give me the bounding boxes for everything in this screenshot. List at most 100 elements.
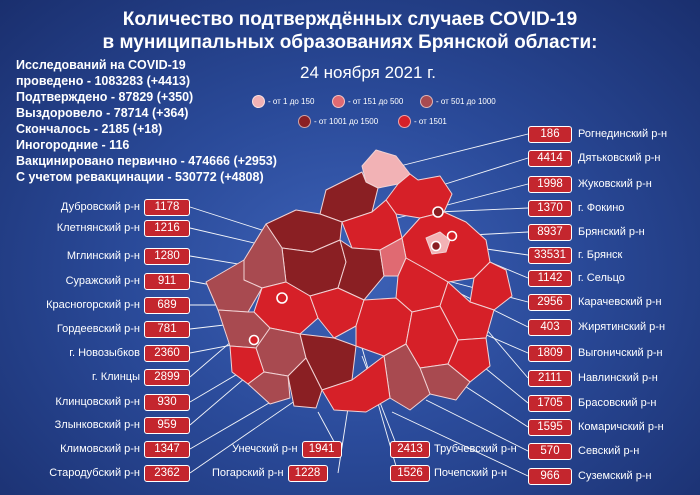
district-value: 1809 — [528, 344, 572, 362]
district-name: Рогнединский р-н — [578, 128, 668, 140]
district-value: 689 — [144, 296, 190, 314]
stat-line: Исследований на COVID-19 — [16, 58, 186, 72]
district-value: 1705 — [528, 394, 572, 412]
legend-swatch — [420, 95, 433, 108]
stat-line: Скончалось - 2185 (+18) — [16, 122, 163, 136]
stat-line: Выздоровело - 78714 (+364) — [16, 106, 189, 120]
district-row: 1595 Комаричский р-н — [528, 418, 664, 436]
district-name: Жуковский р-н — [578, 178, 652, 190]
district-row: Стародубский р-н 2362 — [16, 464, 190, 482]
district-name: Гордеевский р-н — [56, 323, 140, 335]
district-value: 1595 — [528, 418, 572, 436]
district-name: Жирятинский р-н — [578, 321, 666, 333]
district-row: Мглинский р-н 1280 — [16, 247, 190, 265]
district-row: Клетнянский р-н 1216 — [16, 219, 190, 237]
district-value: 33531 — [528, 246, 572, 264]
district-row: 8937 Брянский р-н — [528, 223, 645, 241]
district-row: г. Новозыбков 2360 — [16, 344, 190, 362]
district-name: Погарский р-н — [212, 467, 284, 479]
district-name: Красногорский р-н — [46, 299, 140, 311]
legend-swatch — [398, 115, 411, 128]
district-name: Суземский р-н — [578, 470, 652, 482]
district-value: 8937 — [528, 223, 572, 241]
district-name: г. Сельцо — [578, 272, 625, 284]
district-name: Выгоничский р-н — [578, 347, 663, 359]
legend-label: - от 501 до 1000 — [436, 97, 496, 106]
district-row: 1809 Выгоничский р-н — [528, 344, 663, 362]
district-value: 1941 — [301, 440, 342, 458]
district-value: 2899 — [144, 368, 190, 386]
district-value: 1228 — [287, 464, 328, 482]
district-row: Дубровский р-н 1178 — [16, 198, 190, 216]
district-name: Брянский р-н — [578, 226, 645, 238]
district-value: 1998 — [528, 175, 572, 193]
district-value: 930 — [144, 393, 190, 411]
district-name: Злынковский р-н — [54, 419, 140, 431]
legend-label: - от 1501 — [414, 117, 447, 126]
district-row: 33531 г. Брянск — [528, 246, 622, 264]
district-row: Клинцовский р-н 930 — [16, 393, 190, 411]
district-value: 781 — [144, 320, 190, 338]
district-value: 959 — [144, 416, 190, 434]
district-value: 1370 — [528, 199, 572, 217]
district-row: 403 Жирятинский р-н — [528, 318, 665, 336]
title-line-1: Количество подтверждённых случаев COVID-… — [122, 9, 578, 30]
district-row: Климовский р-н 1347 — [16, 440, 190, 458]
district-value: 1142 — [528, 269, 572, 287]
district-name: Комаричский р-н — [578, 421, 664, 433]
district-value: 403 — [528, 318, 572, 336]
district-row: Унечский р-н 1941 — [232, 440, 342, 458]
district-row: 1142 г. Сельцо — [528, 269, 625, 287]
district-name: Клинцовский р-н — [55, 396, 140, 408]
district-row: Красногорский р-н 689 — [16, 296, 190, 314]
district-value: 1216 — [144, 219, 190, 237]
district-name: Климовский р-н — [60, 443, 140, 455]
district-row: Погарский р-н 1228 — [212, 464, 328, 482]
district-row: Гордеевский р-н 781 — [16, 320, 190, 338]
district-row: 1705 Брасовский р-н — [528, 394, 656, 412]
district-row: 570 Севский р-н — [528, 442, 639, 460]
district-value: 1347 — [144, 440, 190, 458]
stat-line: Иногородние - 116 — [16, 138, 130, 152]
district-value: 570 — [528, 442, 572, 460]
district-name: Унечский р-н — [232, 443, 298, 455]
district-row: 966 Суземский р-н — [528, 467, 652, 485]
district-name: Мглинский р-н — [66, 250, 140, 262]
district-name: Брасовский р-н — [578, 397, 657, 409]
district-value: 2413 — [390, 440, 430, 458]
district-row: 1370 г. Фокино — [528, 199, 624, 217]
district-value: 2362 — [144, 464, 190, 482]
district-row: 1526 Почепский р-н — [390, 464, 507, 482]
district-name: Клетнянский р-н — [56, 222, 140, 234]
stat-line: проведено - 1083283 (+4413) — [16, 74, 191, 88]
legend-swatch — [298, 115, 311, 128]
legend-swatch — [332, 95, 345, 108]
district-value: 1280 — [144, 247, 190, 265]
district-row: Злынковский р-н 959 — [16, 416, 190, 434]
legend-item: - от 151 до 500 — [332, 95, 403, 108]
legend-label: - от 1 до 150 — [268, 97, 315, 106]
district-value: 2360 — [144, 344, 190, 362]
report-date: 24 ноября 2021 г. — [300, 63, 436, 82]
legend-item: - от 501 до 1000 — [420, 95, 496, 108]
legend-swatch — [252, 95, 265, 108]
district-name: Дятьковский р-н — [578, 152, 661, 164]
district-value: 966 — [528, 467, 572, 485]
district-row: 4414 Дятьковский р-н — [528, 149, 660, 167]
district-name: Стародубский р-н — [49, 467, 140, 479]
district-name: Почепский р-н — [434, 467, 508, 479]
district-row: 186 Рогнединский р-н — [528, 125, 667, 143]
district-value: 4414 — [528, 149, 572, 167]
legend-item: - от 1501 — [398, 115, 447, 128]
district-name: Суражский р-н — [65, 275, 140, 287]
district-name: Севский р-н — [578, 445, 640, 457]
title-line-2: в муниципальных образованиях Брянской об… — [102, 32, 598, 53]
district-shapes — [205, 149, 513, 413]
stat-line: Подтверждено - 87829 (+350) — [16, 90, 194, 104]
district-row: 1998 Жуковский р-н — [528, 175, 652, 193]
district-row: 2413 Трубчевский р-н — [390, 440, 517, 458]
district-name: Трубчевский р-н — [434, 443, 517, 455]
district-value: 2956 — [528, 293, 572, 311]
